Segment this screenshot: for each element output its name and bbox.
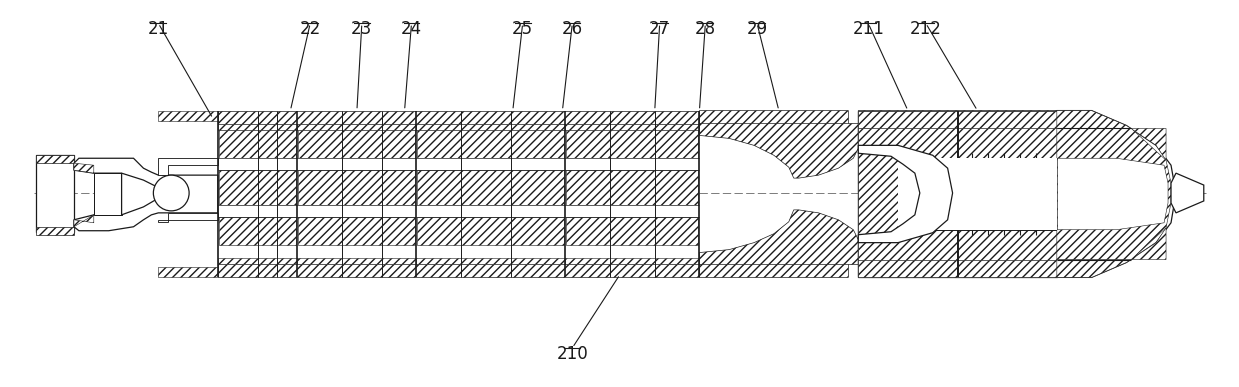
Polygon shape bbox=[74, 158, 218, 231]
Bar bbox=[218, 111, 700, 123]
Bar bbox=[565, 257, 700, 264]
Polygon shape bbox=[1057, 128, 1171, 260]
Text: 27: 27 bbox=[649, 20, 670, 38]
Text: 211: 211 bbox=[852, 20, 885, 38]
Polygon shape bbox=[859, 128, 918, 160]
Bar bbox=[859, 128, 1057, 260]
Text: 22: 22 bbox=[300, 20, 321, 38]
Polygon shape bbox=[36, 155, 74, 232]
Bar bbox=[297, 123, 416, 130]
Text: 24: 24 bbox=[401, 20, 422, 38]
Bar bbox=[566, 217, 699, 245]
Circle shape bbox=[154, 175, 190, 211]
Polygon shape bbox=[1057, 111, 1166, 160]
Bar bbox=[859, 260, 1057, 277]
Polygon shape bbox=[1171, 173, 1204, 213]
Text: 28: 28 bbox=[695, 20, 716, 38]
Polygon shape bbox=[74, 215, 94, 227]
Bar bbox=[219, 170, 296, 205]
Polygon shape bbox=[700, 123, 859, 178]
Bar bbox=[418, 130, 565, 158]
Bar bbox=[159, 111, 218, 120]
Bar bbox=[418, 170, 565, 205]
Bar bbox=[299, 130, 415, 158]
Bar bbox=[566, 158, 699, 170]
Bar bbox=[299, 170, 415, 205]
Bar bbox=[219, 205, 296, 217]
Text: 210: 210 bbox=[556, 345, 589, 363]
Bar bbox=[219, 217, 296, 245]
Text: 29: 29 bbox=[746, 20, 768, 38]
Bar bbox=[218, 257, 297, 264]
Bar bbox=[565, 123, 700, 130]
Bar bbox=[566, 205, 699, 217]
Bar bbox=[299, 205, 415, 217]
Bar bbox=[218, 264, 700, 277]
Bar bbox=[859, 111, 1057, 277]
Text: 26: 26 bbox=[561, 20, 582, 38]
Bar bbox=[566, 130, 699, 158]
Polygon shape bbox=[859, 111, 1057, 277]
Bar bbox=[36, 155, 74, 163]
Bar bbox=[219, 130, 296, 158]
Polygon shape bbox=[121, 173, 159, 215]
Bar bbox=[219, 158, 296, 170]
Text: 21: 21 bbox=[147, 20, 169, 38]
Bar bbox=[36, 227, 74, 235]
Bar bbox=[418, 217, 565, 245]
Polygon shape bbox=[1057, 228, 1166, 277]
Bar bbox=[418, 205, 565, 217]
Polygon shape bbox=[159, 213, 218, 222]
Text: 212: 212 bbox=[909, 20, 942, 38]
Polygon shape bbox=[700, 111, 849, 135]
Bar bbox=[416, 123, 565, 130]
Polygon shape bbox=[859, 146, 953, 243]
Bar bbox=[297, 257, 416, 264]
Polygon shape bbox=[159, 158, 218, 175]
Bar bbox=[299, 217, 415, 245]
Bar bbox=[218, 123, 297, 130]
Bar bbox=[898, 158, 1057, 230]
Polygon shape bbox=[700, 253, 849, 277]
Bar bbox=[159, 267, 218, 277]
Text: 23: 23 bbox=[351, 20, 373, 38]
Bar bbox=[859, 111, 1057, 128]
Bar bbox=[299, 158, 415, 170]
Bar bbox=[566, 170, 699, 205]
Polygon shape bbox=[74, 163, 94, 173]
Text: 25: 25 bbox=[512, 20, 533, 38]
Polygon shape bbox=[1057, 111, 1176, 277]
Bar bbox=[416, 257, 565, 264]
Polygon shape bbox=[893, 128, 1057, 260]
Polygon shape bbox=[94, 173, 121, 215]
Bar bbox=[218, 123, 700, 264]
Polygon shape bbox=[700, 210, 859, 264]
Bar bbox=[418, 158, 565, 170]
